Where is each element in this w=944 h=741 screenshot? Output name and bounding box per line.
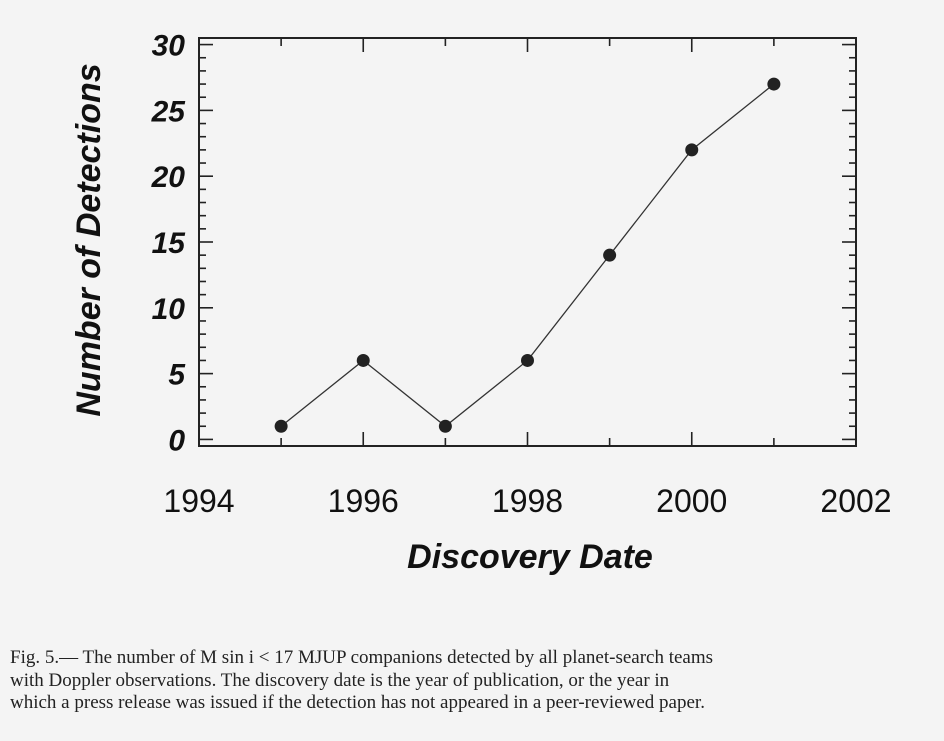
y-tick-labels: 0 5 10 15 20 25 30 — [151, 30, 187, 458]
y-tick-label: 10 — [152, 293, 186, 326]
y-tick-label: 5 — [168, 359, 186, 392]
y-tick-label: 25 — [151, 95, 187, 128]
plot-axes — [198, 37, 857, 447]
x-axis-title: Discovery Date — [407, 538, 653, 576]
x-tick-labels: 1994 1996 1998 2000 2002 — [163, 483, 891, 519]
x-tick-label: 2000 — [656, 483, 727, 519]
figure-caption: Fig. 5.— The number of M sin i < 17 MJUP… — [10, 647, 935, 715]
x-tick-label: 1996 — [328, 483, 399, 519]
y-tick-label: 20 — [151, 161, 186, 194]
caption-line-3: which a press release was issued if the … — [10, 692, 705, 713]
y-tick-label: 30 — [152, 30, 186, 63]
x-tick-label: 1994 — [163, 483, 234, 519]
data-point — [685, 143, 699, 157]
series-detections — [274, 77, 781, 433]
y-axis-title: Number of Detections — [70, 63, 108, 416]
plot-frame — [198, 37, 857, 447]
y-tick-label: 0 — [168, 424, 185, 457]
caption-line-1: Fig. 5.— The number of M sin i < 17 MJUP… — [10, 647, 714, 668]
data-point — [767, 77, 781, 91]
data-point — [438, 419, 452, 433]
data-point — [521, 353, 534, 367]
y-tick-label: 15 — [152, 227, 187, 260]
detections-chart: 0 5 10 15 20 25 30 1994 1996 1998 2000 2002 Number… — [70, 30, 892, 576]
series-line — [280, 83, 775, 428]
caption-line-2: with Doppler observations. The discovery… — [10, 669, 670, 691]
x-tick-label: 1998 — [492, 483, 563, 519]
data-point — [356, 353, 370, 367]
x-tick-label: 2002 — [820, 483, 891, 519]
data-point — [603, 248, 617, 262]
data-point — [274, 419, 288, 433]
